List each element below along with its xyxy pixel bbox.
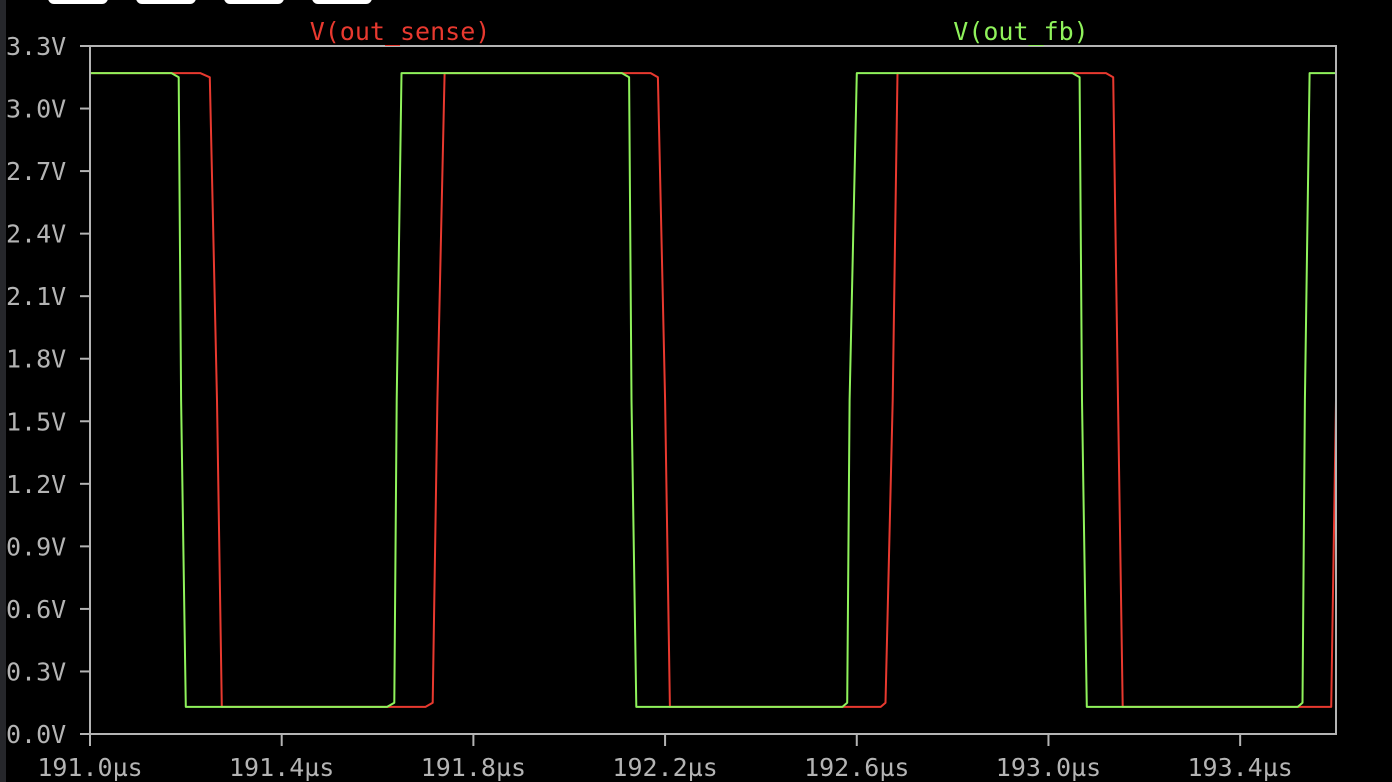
legend: V(out_sense) V(out_fb) xyxy=(310,17,1089,46)
toolbar-tab-2[interactable] xyxy=(136,0,196,4)
y-tick-label: 2.7V xyxy=(6,157,66,186)
x-tick-label: 191.8µs xyxy=(421,753,526,782)
plot-background[interactable] xyxy=(90,46,1336,734)
y-tick-label: 2.1V xyxy=(6,282,66,311)
window-left-edge xyxy=(0,0,6,782)
toolbar-tab-3[interactable] xyxy=(224,0,284,4)
toolbar-tab-4[interactable] xyxy=(312,0,372,4)
y-tick-label: 0.9V xyxy=(6,532,66,561)
series-line-out-fb xyxy=(90,72,1336,708)
legend-label-out-sense[interactable]: V(out_sense) xyxy=(310,17,491,46)
y-tick-label: 2.4V xyxy=(6,220,66,249)
plot-frame xyxy=(89,45,1337,735)
y-tick-label: 3.3V xyxy=(6,32,66,61)
series-layer xyxy=(90,72,1336,708)
y-tick-label: 3.0V xyxy=(6,95,66,124)
x-tick-label: 192.6µs xyxy=(804,753,909,782)
toolbar-tab-1[interactable] xyxy=(48,0,108,4)
y-tick-label: 0.6V xyxy=(6,595,66,624)
y-tick-label: 0.0V xyxy=(6,720,66,749)
y-tick-label: 0.3V xyxy=(6,657,66,686)
x-tick-label: 191.0µs xyxy=(37,753,142,782)
series-line-out-sense xyxy=(90,72,1336,708)
legend-label-out-fb[interactable]: V(out_fb) xyxy=(953,17,1088,46)
axes-layer: 0.0V 0.3V 0.6V 0.9V 1.2V 1.5V 1.8V 2.1V 2.4V 2.7V… xyxy=(6,32,1337,782)
y-tick-label: 1.8V xyxy=(6,345,66,374)
y-tick-label: 1.5V xyxy=(6,407,66,436)
x-tick-label: 193.0µs xyxy=(996,753,1101,782)
y-tick-label: 1.2V xyxy=(6,470,66,499)
x-tick-label: 192.2µs xyxy=(612,753,717,782)
plot-area[interactable] xyxy=(90,46,1336,734)
x-tick-label: 193.4µs xyxy=(1187,753,1292,782)
x-tick-label: 191.4µs xyxy=(229,753,334,782)
